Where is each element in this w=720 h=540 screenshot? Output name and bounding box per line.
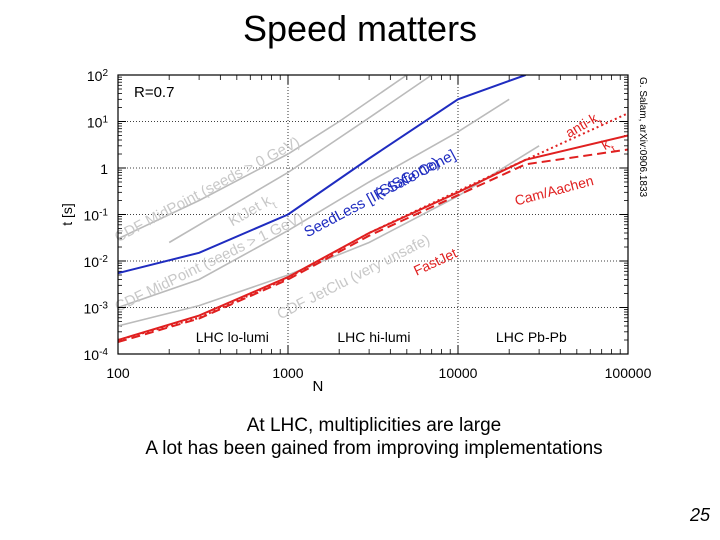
y-tick-label: 1 [100, 161, 108, 177]
y-tick-exponent: -4 [99, 347, 108, 358]
x-tick-label: 100000 [605, 365, 652, 381]
y-tick-exponent: -3 [99, 300, 108, 311]
caption-line-2: A lot has been gained from improving imp… [145, 438, 603, 459]
citation-label: G. Salam, arXiv:0906.1833 [637, 77, 648, 198]
region-label-1: LHC hi-lumi [337, 329, 410, 345]
param-label: R=0.7 [134, 84, 174, 101]
x-tick-label: 10000 [439, 365, 478, 381]
slide-title: Speed matters [242, 8, 478, 49]
y-tick-exponent: -1 [99, 207, 108, 218]
x-tick-label: 100 [106, 365, 130, 381]
y-tick-label: 10-3 [84, 300, 109, 317]
series-line-seedless-ir-safe-cone-siscone- [118, 75, 526, 275]
series-line-fastjet-cam-aachen [118, 148, 628, 344]
x-tick-label: 1000 [272, 365, 303, 381]
series-line-cdf-jetclu-very-unsafe- [118, 145, 540, 327]
curve-label-subscript: t [597, 117, 605, 128]
series-line-ktjet-kt [168, 75, 433, 244]
region-label-2: LHC Pb-Pb [496, 329, 567, 345]
timing-chart-svg: CDF MidPoint (seeds > 0 GeV)KtJet kt Seed… [59, 68, 652, 396]
y-tick-label: 102 [87, 68, 109, 85]
y-tick-exponent: 2 [102, 68, 108, 79]
page-number: 25 [689, 505, 710, 525]
chart: CDF MidPoint (seeds > 0 GeV) KtJet kt Seed… [59, 62, 680, 396]
series-line-cdf-midpoint-seeds-0-gev- [118, 75, 408, 240]
y-axis-label: t [s] [60, 203, 75, 226]
region-label-0: LHC lo-lumi [196, 329, 269, 345]
curve-label-subscript: t [270, 200, 279, 212]
caption-line-1: At LHC, multiplicities are large [246, 415, 502, 436]
y-tick-label: 101 [87, 114, 109, 131]
series-line-cdf-midpoint-seeds-1-gev- [118, 98, 510, 309]
curve-label-subscript: t [610, 143, 618, 154]
y-tick-exponent: 1 [102, 114, 108, 125]
y-tick-label: 10-4 [84, 347, 109, 364]
x-axis-label: N [313, 378, 324, 392]
series-line-fastjet-kt [118, 134, 628, 341]
caption: At LHC, multiplicities are large A lot h… [0, 414, 720, 460]
y-tick-label: 10-1 [84, 207, 109, 224]
series-group [118, 75, 628, 344]
y-tick-exponent: -2 [99, 254, 108, 265]
y-tick-label: 10-2 [84, 254, 109, 271]
curve-label-7: Cam/Aachen [513, 172, 595, 208]
